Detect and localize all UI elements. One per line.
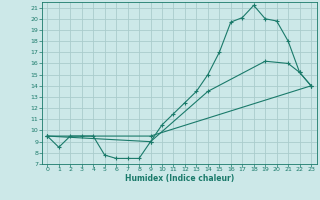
X-axis label: Humidex (Indice chaleur): Humidex (Indice chaleur) (124, 174, 234, 183)
